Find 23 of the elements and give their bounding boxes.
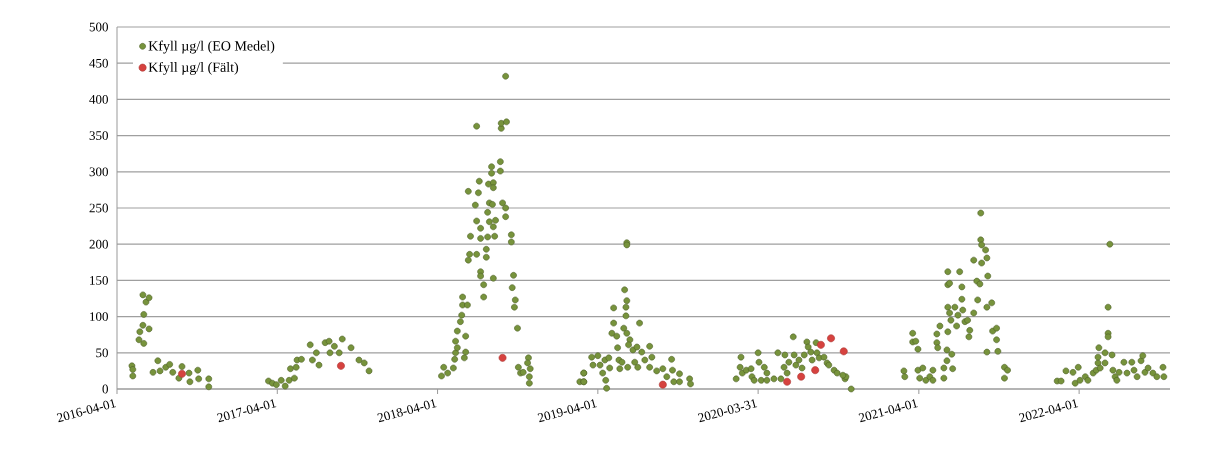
point bbox=[337, 361, 345, 370]
point bbox=[839, 347, 848, 356]
point bbox=[811, 366, 820, 375]
y-tick-label: 150 bbox=[90, 276, 108, 285]
point bbox=[658, 380, 667, 389]
legend-label: Kfyll µg/l (Fält) bbox=[148, 61, 239, 75]
point bbox=[817, 340, 825, 349]
y-tick-label: 500 bbox=[89, 22, 108, 32]
y-tick-label: 0 bbox=[102, 384, 108, 394]
y-tick-label: 50 bbox=[96, 348, 108, 358]
y-tick-label: 100 bbox=[90, 312, 108, 321]
point bbox=[178, 369, 186, 378]
y-tick-label: 250 bbox=[89, 203, 108, 213]
y-tick-label: 300 bbox=[89, 167, 108, 177]
point bbox=[827, 334, 835, 343]
legend-label: Kfyll µg/l (EO Medel) bbox=[148, 40, 275, 54]
y-tick-label: 450 bbox=[89, 58, 108, 68]
y-tick-label: 200 bbox=[89, 239, 108, 249]
y-tick-label: 400 bbox=[89, 95, 108, 104]
point bbox=[783, 377, 791, 386]
point bbox=[498, 353, 507, 362]
y-tick-label: 350 bbox=[89, 131, 108, 140]
point bbox=[797, 372, 806, 381]
